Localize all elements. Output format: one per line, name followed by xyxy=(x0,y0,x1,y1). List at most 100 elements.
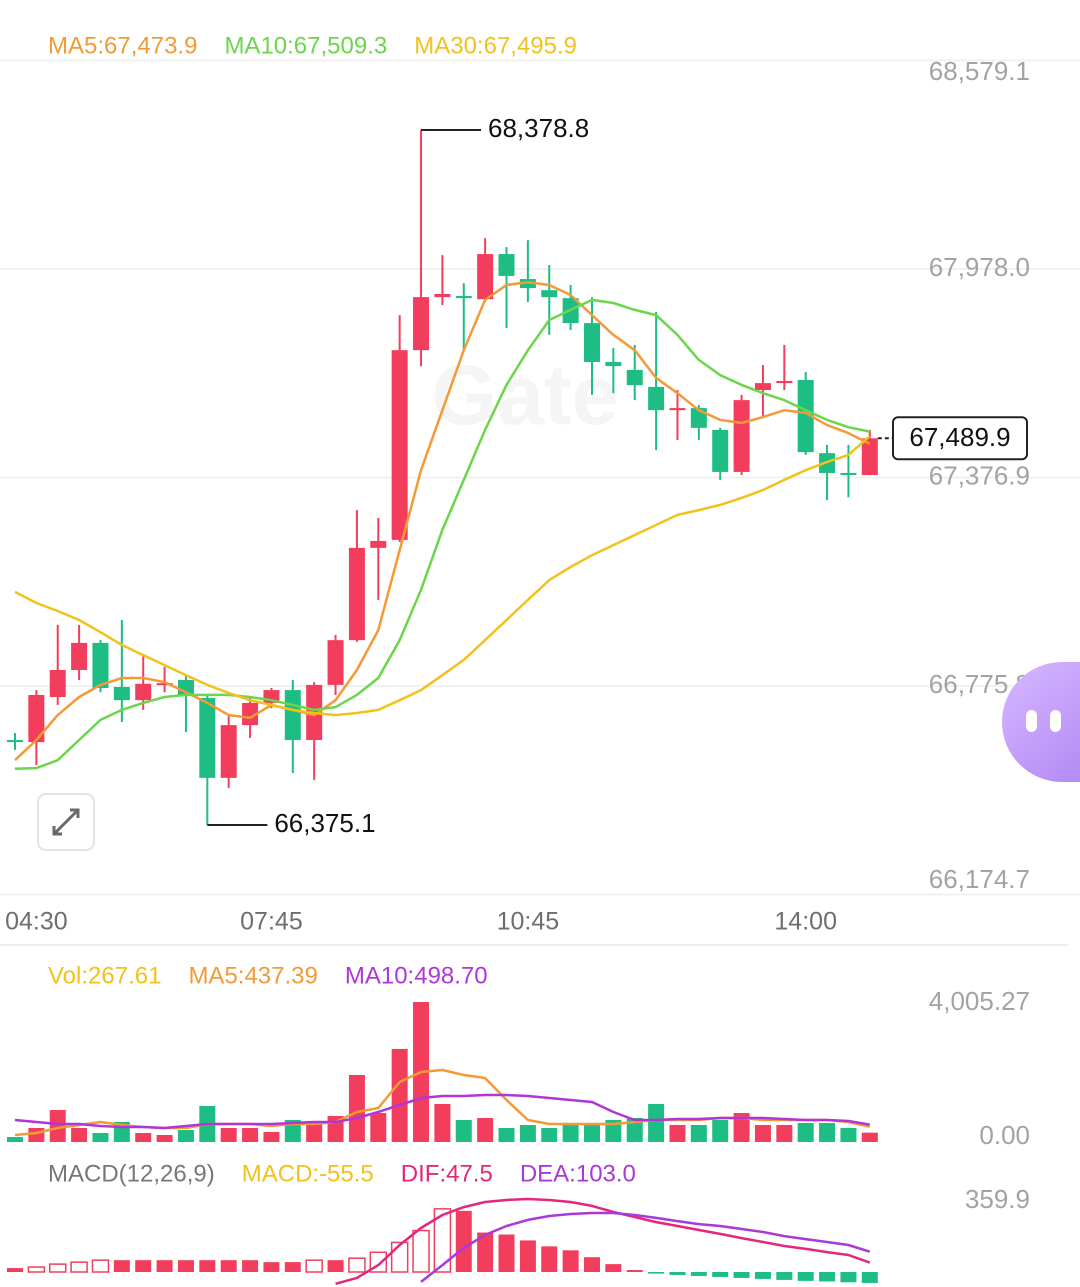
indicator-line xyxy=(14,435,871,717)
volume-bar xyxy=(840,1127,857,1142)
candle-body xyxy=(284,690,301,741)
expand-icon[interactable] xyxy=(52,808,80,836)
candle-body xyxy=(199,698,216,778)
volume-bar xyxy=(306,1122,323,1142)
volume-bar xyxy=(819,1122,836,1142)
macd-bar xyxy=(562,1250,579,1273)
candle-body xyxy=(519,279,536,289)
y-tick-label: 4,005.27 xyxy=(929,986,1030,1016)
macd-bar xyxy=(455,1210,472,1273)
y-tick-label: 359.9 xyxy=(965,1184,1030,1214)
volume-bar xyxy=(541,1127,558,1142)
volume-bar xyxy=(220,1127,237,1142)
legend-label: MACD:-55.5 xyxy=(242,1160,374,1187)
macd-bar xyxy=(70,1261,88,1273)
volume-bar xyxy=(498,1127,515,1142)
volume-bar xyxy=(669,1125,686,1142)
last-price-box xyxy=(892,416,1028,461)
expand-button[interactable] xyxy=(37,793,95,851)
candle-body xyxy=(7,740,23,743)
labels: 68,579.167,978.067,376.966,775.866,174.7… xyxy=(5,32,1030,1214)
volume-bar xyxy=(28,1127,45,1142)
candle-body xyxy=(135,683,152,701)
candle-body xyxy=(370,540,387,548)
macd-bar xyxy=(840,1272,857,1283)
candle-body xyxy=(220,725,237,778)
candle-body xyxy=(477,254,494,300)
macd-bar xyxy=(263,1262,280,1273)
legend-label: MA5:67,473.9 xyxy=(48,32,197,59)
volume-bar xyxy=(135,1133,152,1142)
bubble-eye[interactable] xyxy=(1050,710,1061,732)
volume-bar xyxy=(797,1122,814,1142)
candle-body xyxy=(156,683,173,686)
candle-body xyxy=(28,694,45,743)
macd-bar xyxy=(626,1270,643,1273)
volume-bar xyxy=(605,1120,622,1142)
macd-bar xyxy=(433,1208,452,1273)
x-tick-label: 04:30 xyxy=(5,908,68,936)
bubble-eye[interactable] xyxy=(1026,710,1037,732)
y-tick-label: 68,579.1 xyxy=(929,56,1030,86)
volume-bar xyxy=(733,1112,750,1142)
indicator-line xyxy=(14,298,871,771)
legend-label: MA30:67,495.9 xyxy=(414,32,577,59)
volume-bar xyxy=(7,1137,23,1142)
candle-body xyxy=(71,642,88,670)
macd-bar xyxy=(48,1263,67,1273)
macd-bar xyxy=(648,1272,665,1274)
macd-bar xyxy=(327,1260,344,1273)
candle-body xyxy=(242,702,259,726)
volume-bar xyxy=(263,1132,280,1142)
macd-bar xyxy=(305,1259,323,1273)
assistant-bubble[interactable] xyxy=(1002,662,1080,782)
candle-body xyxy=(669,408,686,411)
candle-body xyxy=(712,429,729,472)
candle-body xyxy=(605,361,622,367)
volume-bar xyxy=(861,1132,878,1142)
volume-bar xyxy=(92,1133,109,1142)
legend-label: MA10:67,509.3 xyxy=(224,32,387,59)
y-tick-label: 66,174.7 xyxy=(929,864,1030,894)
candle-body xyxy=(434,293,451,298)
macd-bar xyxy=(348,1257,366,1273)
volume-bar xyxy=(391,1048,408,1142)
bubble-body[interactable] xyxy=(1002,662,1080,782)
y-tick-label: 67,376.9 xyxy=(929,460,1030,490)
macd-bar xyxy=(156,1260,173,1273)
volume-bar xyxy=(648,1104,665,1142)
watermark: Gate xyxy=(432,348,619,442)
macd-panel xyxy=(7,1197,878,1286)
macd-bar xyxy=(390,1241,409,1273)
macd-bar xyxy=(605,1264,622,1273)
macd-bar xyxy=(754,1272,771,1279)
extreme-label: 66,375.1 xyxy=(274,808,375,838)
volume-bar xyxy=(156,1135,173,1142)
x-tick-label: 07:45 xyxy=(240,908,303,936)
legend-label: DEA:103.0 xyxy=(520,1160,636,1187)
legend-label: Vol:267.61 xyxy=(48,962,161,989)
macd-bar xyxy=(541,1246,558,1273)
macd-bar xyxy=(135,1260,152,1273)
candle-body xyxy=(840,472,857,475)
x-tick-label: 10:45 xyxy=(497,908,560,936)
macd-bar xyxy=(819,1272,836,1282)
candle-body xyxy=(541,290,558,298)
volume-bar xyxy=(71,1127,88,1142)
volume-panel xyxy=(7,1002,878,1142)
macd-bar xyxy=(498,1234,515,1273)
candle-body xyxy=(455,296,472,299)
volume-bar xyxy=(348,1074,365,1142)
macd-bar xyxy=(27,1266,46,1273)
indicator-line xyxy=(335,1197,871,1286)
macd-bar xyxy=(861,1272,878,1283)
candle-body xyxy=(861,438,878,476)
macd-bar xyxy=(284,1262,301,1273)
volume-bar xyxy=(626,1117,643,1142)
indicator-line xyxy=(14,280,871,762)
legend-label: DIF:47.5 xyxy=(401,1160,493,1187)
volume-bar xyxy=(370,1112,387,1142)
macd-bar xyxy=(733,1272,750,1278)
candle-body xyxy=(327,640,344,685)
legend-label: MA10:498.70 xyxy=(345,962,488,989)
